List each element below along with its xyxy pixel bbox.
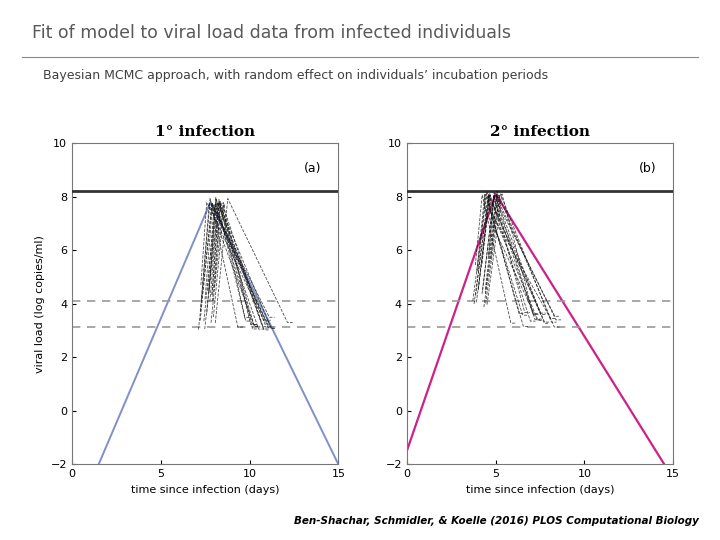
Text: Fit of model to viral load data from infected individuals: Fit of model to viral load data from inf… (32, 24, 511, 42)
Text: (b): (b) (639, 163, 656, 176)
Title: 2° infection: 2° infection (490, 125, 590, 139)
Text: Bayesian MCMC approach, with random effect on individuals’ incubation periods: Bayesian MCMC approach, with random effe… (43, 69, 549, 82)
Text: (a): (a) (304, 163, 321, 176)
X-axis label: time since infection (days): time since infection (days) (131, 485, 279, 495)
Text: Ben-Shachar, Schmidler, & Koelle (2016) PLOS Computational Biology: Ben-Shachar, Schmidler, & Koelle (2016) … (294, 516, 698, 526)
X-axis label: time since infection (days): time since infection (days) (466, 485, 614, 495)
Title: 1° infection: 1° infection (155, 125, 256, 139)
Y-axis label: viral load (log copies/ml): viral load (log copies/ml) (35, 235, 45, 373)
